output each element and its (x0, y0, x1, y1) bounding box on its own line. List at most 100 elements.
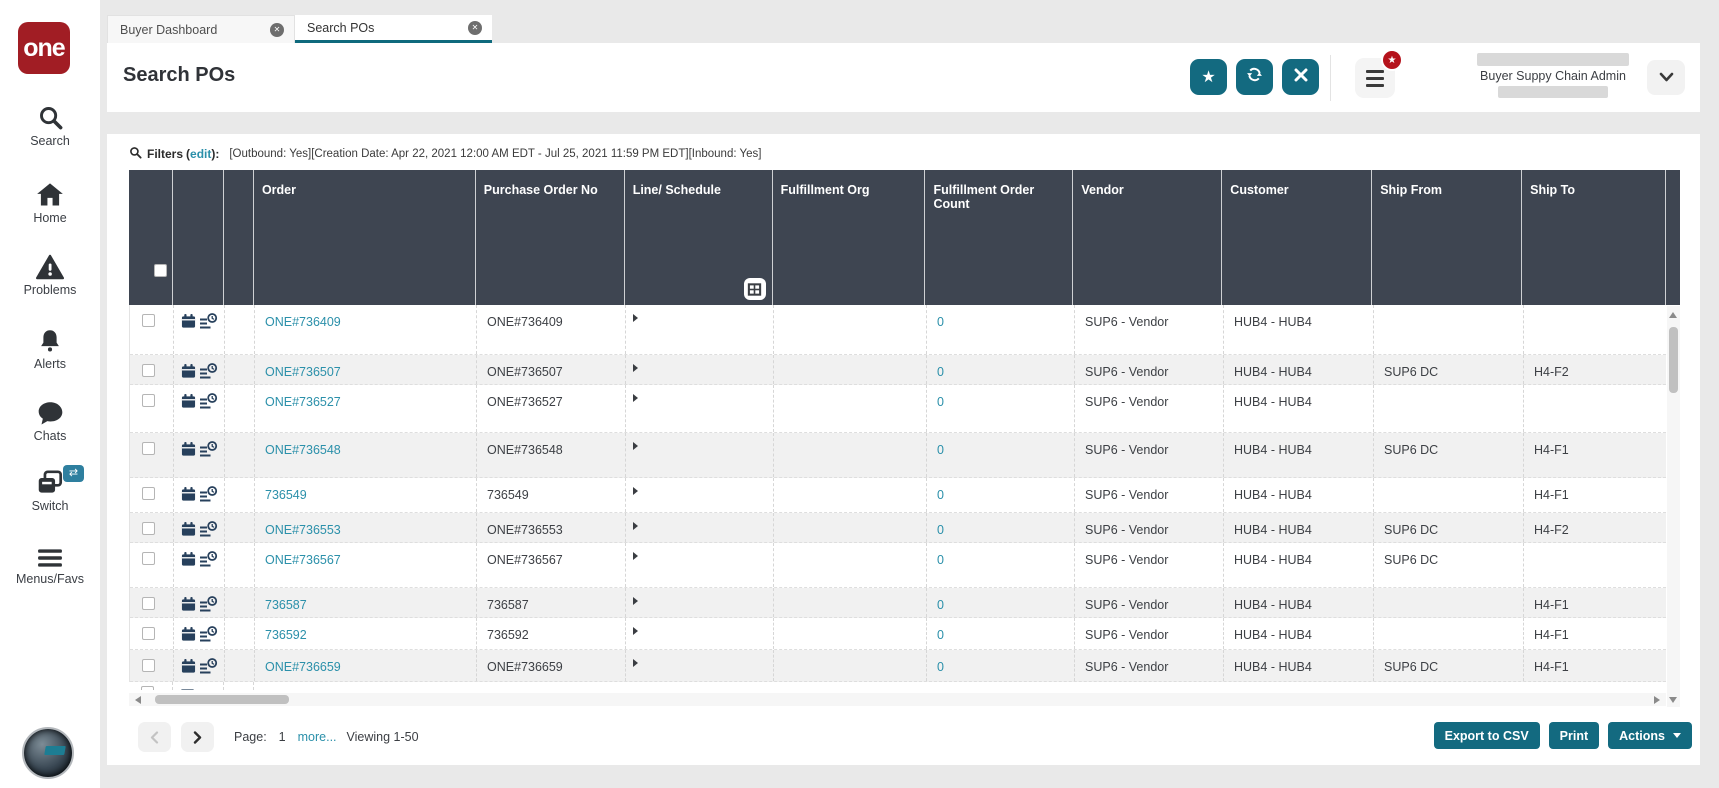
favorite-button[interactable]: ★ (1190, 59, 1227, 95)
order-link[interactable]: ONE#736659 (255, 650, 341, 674)
vertical-scrollbar-thumb[interactable] (1669, 327, 1678, 393)
row-expand-arrow-icon[interactable] (633, 442, 638, 450)
row-expand-arrow-icon[interactable] (633, 314, 638, 322)
column-header-ship-from[interactable]: Ship From (1371, 170, 1521, 305)
schedule-history-icon[interactable] (199, 596, 218, 617)
order-link[interactable]: ONE#736553 (255, 513, 341, 537)
column-header-fulfillment-order-count[interactable]: Fulfillment Order Count (924, 170, 1072, 305)
row-checkbox[interactable] (142, 394, 155, 407)
order-link[interactable]: 736549 (255, 478, 307, 502)
order-link[interactable]: ONE#736409 (255, 305, 341, 329)
previous-page-button[interactable] (138, 722, 171, 752)
switch-arrows-badge[interactable]: ⇄ (63, 465, 84, 482)
close-tab-icon[interactable]: ✕ (270, 23, 284, 37)
order-link[interactable]: ONE#736527 (255, 385, 341, 409)
order-calendar-icon[interactable] (181, 486, 196, 507)
scroll-right-arrow-icon[interactable] (1654, 696, 1660, 704)
order-calendar-icon[interactable] (181, 658, 196, 679)
order-calendar-icon[interactable] (181, 551, 196, 572)
edit-filters-link[interactable]: edit (190, 147, 211, 161)
fulfillment-order-count-link[interactable]: 0 (927, 650, 944, 674)
schedule-history-icon[interactable] (199, 393, 218, 415)
row-checkbox[interactable] (142, 659, 155, 672)
tab-search-pos[interactable]: Search POs ✕ (295, 15, 492, 43)
grid-settings-button[interactable] (744, 278, 766, 300)
sidebar-item-chats[interactable]: Chats (0, 401, 100, 443)
close-screen-button[interactable] (1282, 59, 1319, 95)
row-checkbox[interactable] (142, 522, 155, 535)
one-logo[interactable]: one (18, 22, 70, 74)
schedule-history-icon[interactable] (199, 363, 218, 384)
order-link[interactable]: ONE#736567 (255, 543, 341, 567)
row-expand-arrow-icon[interactable] (633, 487, 638, 495)
schedule-history-icon[interactable] (199, 486, 218, 508)
export-to-csv-button[interactable]: Export to CSV (1434, 722, 1540, 749)
row-checkbox[interactable] (142, 364, 155, 377)
refresh-button[interactable] (1236, 59, 1273, 95)
scroll-up-arrow-icon[interactable] (1669, 312, 1677, 318)
row-expand-arrow-icon[interactable] (633, 627, 638, 635)
schedule-history-icon[interactable] (199, 626, 218, 648)
more-pages-link[interactable]: more... (298, 730, 337, 744)
user-menu-button[interactable] (1647, 60, 1685, 95)
sidebar-item-search[interactable]: Search (0, 104, 100, 148)
order-calendar-icon[interactable] (181, 363, 196, 384)
sidebar-item-alerts[interactable]: Alerts (0, 327, 100, 371)
scroll-left-arrow-icon[interactable] (135, 696, 141, 704)
sidebar-item-problems[interactable]: Problems (0, 254, 100, 297)
row-checkbox[interactable] (142, 314, 155, 327)
fulfillment-order-count-link[interactable]: 0 (927, 355, 944, 379)
sidebar-item-menus-favs[interactable]: Menus/Favs (0, 547, 100, 586)
close-tab-icon[interactable]: ✕ (468, 21, 482, 35)
row-checkbox[interactable] (142, 552, 155, 565)
row-checkbox[interactable] (142, 487, 155, 500)
order-link[interactable]: 736587 (255, 588, 307, 612)
row-expand-arrow-icon[interactable] (633, 394, 638, 402)
order-calendar-icon[interactable] (181, 521, 196, 542)
scroll-down-arrow-icon[interactable] (1669, 697, 1677, 703)
actions-button[interactable]: Actions (1608, 722, 1692, 749)
vertical-scrollbar[interactable] (1667, 306, 1680, 707)
column-header-order[interactable]: Order (253, 170, 475, 305)
favorites-menu-button[interactable]: ★ (1355, 58, 1395, 98)
row-expand-arrow-icon[interactable] (633, 364, 638, 372)
fulfillment-order-count-link[interactable]: 0 (927, 305, 944, 329)
horizontal-scrollbar[interactable] (129, 693, 1666, 706)
order-calendar-icon[interactable] (181, 393, 196, 414)
fulfillment-order-count-link[interactable]: 0 (927, 543, 944, 567)
row-expand-arrow-icon[interactable] (633, 597, 638, 605)
assistant-avatar[interactable] (22, 727, 74, 779)
row-checkbox[interactable] (142, 442, 155, 455)
horizontal-scrollbar-thumb[interactable] (155, 695, 289, 704)
sidebar-item-switch[interactable]: ⇄ Switch (0, 469, 100, 513)
sidebar-item-home[interactable]: Home (0, 182, 100, 225)
schedule-history-icon[interactable] (199, 551, 218, 573)
order-calendar-icon[interactable] (181, 596, 196, 617)
next-page-button[interactable] (181, 722, 214, 752)
row-checkbox[interactable] (142, 627, 155, 640)
column-header-ship-to[interactable]: Ship To (1521, 170, 1665, 305)
order-link[interactable]: ONE#736507 (255, 355, 341, 379)
column-header-vendor[interactable]: Vendor (1072, 170, 1221, 305)
row-checkbox[interactable] (142, 597, 155, 610)
fulfillment-order-count-link[interactable]: 0 (927, 385, 944, 409)
schedule-history-icon[interactable] (199, 313, 218, 335)
order-calendar-icon[interactable] (181, 313, 196, 334)
order-link[interactable]: 736592 (255, 618, 307, 642)
column-header-line-schedule[interactable]: Line/ Schedule (624, 170, 772, 305)
order-calendar-icon[interactable] (181, 441, 196, 462)
row-expand-arrow-icon[interactable] (633, 522, 638, 530)
print-button[interactable]: Print (1549, 722, 1599, 749)
row-expand-arrow-icon[interactable] (633, 552, 638, 560)
column-header-purchase-order-no[interactable]: Purchase Order No (475, 170, 624, 305)
schedule-history-icon[interactable] (199, 521, 218, 542)
fulfillment-order-count-link[interactable]: 0 (927, 588, 944, 612)
schedule-history-icon[interactable] (199, 658, 218, 680)
column-header-customer[interactable]: Customer (1221, 170, 1371, 305)
fulfillment-order-count-link[interactable]: 0 (927, 513, 944, 537)
order-calendar-icon[interactable] (181, 626, 196, 647)
column-header-fulfillment-org[interactable]: Fulfillment Org (772, 170, 925, 305)
tab-buyer-dashboard[interactable]: Buyer Dashboard ✕ (107, 15, 295, 43)
select-all-checkbox[interactable] (154, 264, 167, 277)
row-expand-arrow-icon[interactable] (633, 659, 638, 667)
